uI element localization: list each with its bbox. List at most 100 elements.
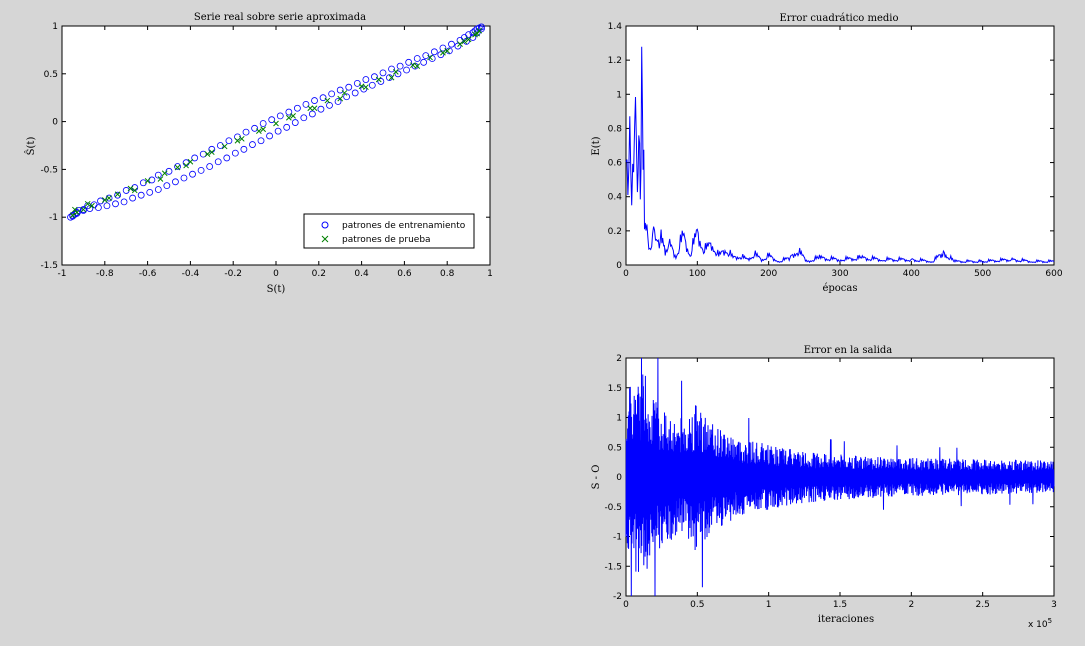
scatter-point-prueba	[427, 54, 433, 61]
mse-xlabel: épocas	[822, 283, 857, 294]
scatter-point-entrenamiento	[396, 62, 404, 70]
scatter-point-prueba	[476, 27, 483, 34]
scatter-legend: patrones de entrenamiento patrones de pr…	[303, 213, 475, 249]
scatter-point-prueba	[101, 197, 108, 203]
mse-xtick-label: 600	[1045, 269, 1062, 279]
mse-plot-area	[625, 25, 1055, 266]
scatter-point-entrenamiento	[478, 23, 485, 31]
scatter-point-prueba	[414, 63, 421, 70]
scatter-point-prueba	[144, 178, 151, 184]
scatter-point-prueba	[461, 38, 468, 45]
scatter-point-entrenamiento	[371, 73, 378, 81]
scatter-point-entrenamiento	[73, 209, 81, 216]
scatter-point-entrenamiento	[154, 186, 162, 193]
scatter-point-entrenamiento	[257, 137, 265, 145]
scatter-point-entrenamiento	[180, 174, 188, 182]
scatter-point-prueba	[358, 83, 365, 90]
scatter-point-entrenamiento	[388, 65, 395, 73]
output-error-ytick-label: 1	[616, 414, 622, 424]
scatter-ytick-label: 0	[52, 118, 58, 128]
scatter-point-entrenamiento	[129, 194, 137, 202]
scatter-point-entrenamiento	[114, 191, 122, 199]
scatter-point-entrenamiento	[300, 114, 308, 122]
scatter-point-entrenamiento	[463, 37, 470, 45]
scatter-point-prueba	[290, 113, 296, 119]
scatter-point-entrenamiento	[336, 86, 344, 94]
scatter-point-entrenamiento	[448, 40, 455, 48]
scatter-point-prueba	[84, 200, 91, 207]
scatter-point-entrenamiento	[473, 29, 481, 37]
scatter-point-prueba	[234, 137, 241, 144]
scatter-point-entrenamiento	[242, 128, 250, 136]
scatter-point-prueba	[444, 48, 451, 54]
output-error-xtick-label: 2	[908, 600, 914, 610]
scatter-point-prueba	[285, 114, 292, 121]
scatter-point-entrenamiento	[430, 48, 438, 56]
scatter-point-prueba	[388, 74, 395, 81]
mse-ytick-label: 1	[616, 90, 622, 100]
mse-ytick-label: 0.4	[608, 193, 623, 203]
scatter-ytick-label: 0.5	[44, 70, 58, 80]
mse-ticks: 0 100 200 300 400 500 600 0 0.2 0.4 0.6 0.8 1 1.2 1.4	[608, 22, 1063, 279]
mse-title: Error cuadrático medio	[779, 13, 898, 24]
scatter-xtick-label: 0.6	[397, 269, 412, 279]
output-error-ytick-label: -2	[613, 592, 622, 602]
scatter-point-prueba	[324, 97, 331, 104]
scatter-xtick-label: -0.8	[96, 269, 114, 279]
scatter-point-entrenamiento	[189, 170, 196, 178]
mse-ylabel: E(t)	[591, 136, 602, 155]
scatter-point-entrenamiento	[225, 137, 233, 145]
output-error-ylabel: S - O	[591, 465, 602, 490]
output-error-ytick-label: 1.5	[608, 384, 622, 394]
scatter-point-entrenamiento	[94, 204, 102, 212]
output-error-ytick-label: 2	[616, 354, 622, 364]
scatter-point-entrenamiento	[343, 93, 351, 101]
scatter-point-entrenamiento	[379, 69, 387, 77]
scatter-point-prueba	[69, 212, 76, 219]
legend-marker-circle	[321, 221, 329, 229]
scatter-point-prueba	[174, 164, 181, 171]
scatter-point-prueba	[410, 62, 416, 69]
scatter-point-prueba	[131, 187, 138, 194]
scatter-point-prueba	[208, 149, 215, 156]
scatter-point-entrenamiento	[353, 79, 361, 87]
scatter-point-prueba	[204, 151, 211, 157]
output-error-series-line	[625, 357, 1055, 597]
scatter-xtick-label: -0.6	[139, 269, 157, 279]
scatter-point-entrenamiento	[120, 198, 128, 206]
scatter-point-prueba	[256, 128, 262, 135]
scatter-point-entrenamiento	[377, 78, 385, 85]
scatter-xtick-label: -1	[58, 269, 67, 279]
output-error-ticks: 0 0.5 1 1.5 2 2.5 3 -2 -1.5 -1 -0.5 0 0.5 1 1.5 2	[604, 354, 1056, 610]
scatter-point-entrenamiento	[112, 200, 119, 208]
scatter-point-entrenamiento	[293, 104, 301, 112]
scatter-point-entrenamiento	[266, 132, 273, 140]
scatter-xtick-label: 0.8	[440, 269, 455, 279]
mse-xtick-label: 300	[831, 269, 848, 279]
scatter-title: Serie real sobre serie aproximada	[194, 12, 366, 23]
scatter-point-prueba	[457, 41, 463, 48]
scatter-point-entrenamiento	[191, 154, 199, 162]
scatter-point-entrenamiento	[268, 116, 276, 124]
scatter-point-entrenamiento	[413, 55, 421, 62]
scatter-point-entrenamiento	[394, 70, 402, 78]
scatter-point-entrenamiento	[240, 145, 248, 153]
scatter-point-prueba	[474, 30, 481, 37]
scatter-point-entrenamiento	[214, 158, 222, 166]
scatter-point-prueba	[89, 202, 95, 209]
scatter-point-entrenamiento	[154, 171, 162, 179]
scatter-ytick-label: 1	[52, 22, 58, 32]
scatter-point-entrenamiento	[386, 74, 393, 82]
scatter-point-entrenamiento	[478, 25, 485, 33]
output-error-ytick-label: -0.5	[604, 503, 622, 513]
mse-ytick-label: 0.6	[608, 159, 623, 169]
mse-series-line	[625, 46, 1055, 264]
scatter-xtick-label: 0.4	[354, 269, 369, 279]
scatter-point-entrenamiento	[328, 90, 336, 98]
mse-ytick-label: 1.2	[608, 56, 622, 66]
scatter-point-entrenamiento	[345, 83, 353, 91]
scatter-point-entrenamiento	[319, 94, 327, 102]
output-error-xtick-label: 0	[623, 600, 629, 610]
scatter-point-entrenamiento	[420, 58, 428, 66]
scatter-point-entrenamiento	[454, 42, 462, 50]
